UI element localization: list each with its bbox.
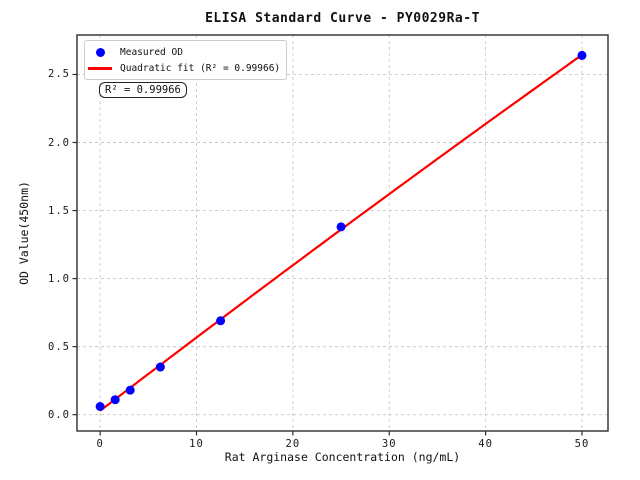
x-tick-label: 0 xyxy=(96,438,104,450)
legend-label-measured-od: Measured OD xyxy=(120,46,183,58)
legend-item-measured-od: Measured OD xyxy=(88,44,280,60)
legend: Measured OD Quadratic fit (R² = 0.99966) xyxy=(84,40,288,80)
data-point xyxy=(125,385,135,395)
y-tick-label: 0.5 xyxy=(48,340,70,353)
data-point xyxy=(216,316,226,326)
data-point xyxy=(336,222,346,232)
plot-border xyxy=(76,34,609,432)
quadratic-fit-line xyxy=(99,53,583,412)
fit-line-icon xyxy=(88,66,112,70)
legend-label-quadratic-fit: Quadratic fit (R² = 0.99966) xyxy=(120,62,281,74)
data-point xyxy=(577,50,587,60)
y-tick-label: 2.0 xyxy=(48,136,70,149)
legend-item-quadratic-fit: Quadratic fit (R² = 0.99966) xyxy=(88,60,280,76)
x-axis-label: Rat Arginase Concentration (ng/mL) xyxy=(224,450,461,464)
r-squared-annotation: R² = 0.99966 xyxy=(99,82,187,98)
chart-title: ELISA Standard Curve - PY0029Ra-T xyxy=(205,11,480,26)
y-tick-label: 1.0 xyxy=(48,272,70,285)
y-axis-label: OD Value(450nm) xyxy=(17,181,31,285)
y-tick-label: 2.5 xyxy=(48,68,70,81)
x-tick-label: 40 xyxy=(478,438,493,450)
data-point xyxy=(95,402,105,412)
x-tick-label: 30 xyxy=(381,438,397,450)
scatter-dot-icon xyxy=(95,47,105,57)
y-tick-label: 1.5 xyxy=(48,204,70,217)
legend-marker-cell xyxy=(88,60,112,76)
data-point xyxy=(110,395,120,405)
data-point xyxy=(155,362,165,372)
x-tick-label: 10 xyxy=(189,438,204,450)
y-tick-label: 0.0 xyxy=(48,408,70,421)
x-tick-label: 20 xyxy=(285,438,301,450)
legend-marker-cell xyxy=(88,44,112,60)
x-tick-label: 50 xyxy=(574,438,590,450)
